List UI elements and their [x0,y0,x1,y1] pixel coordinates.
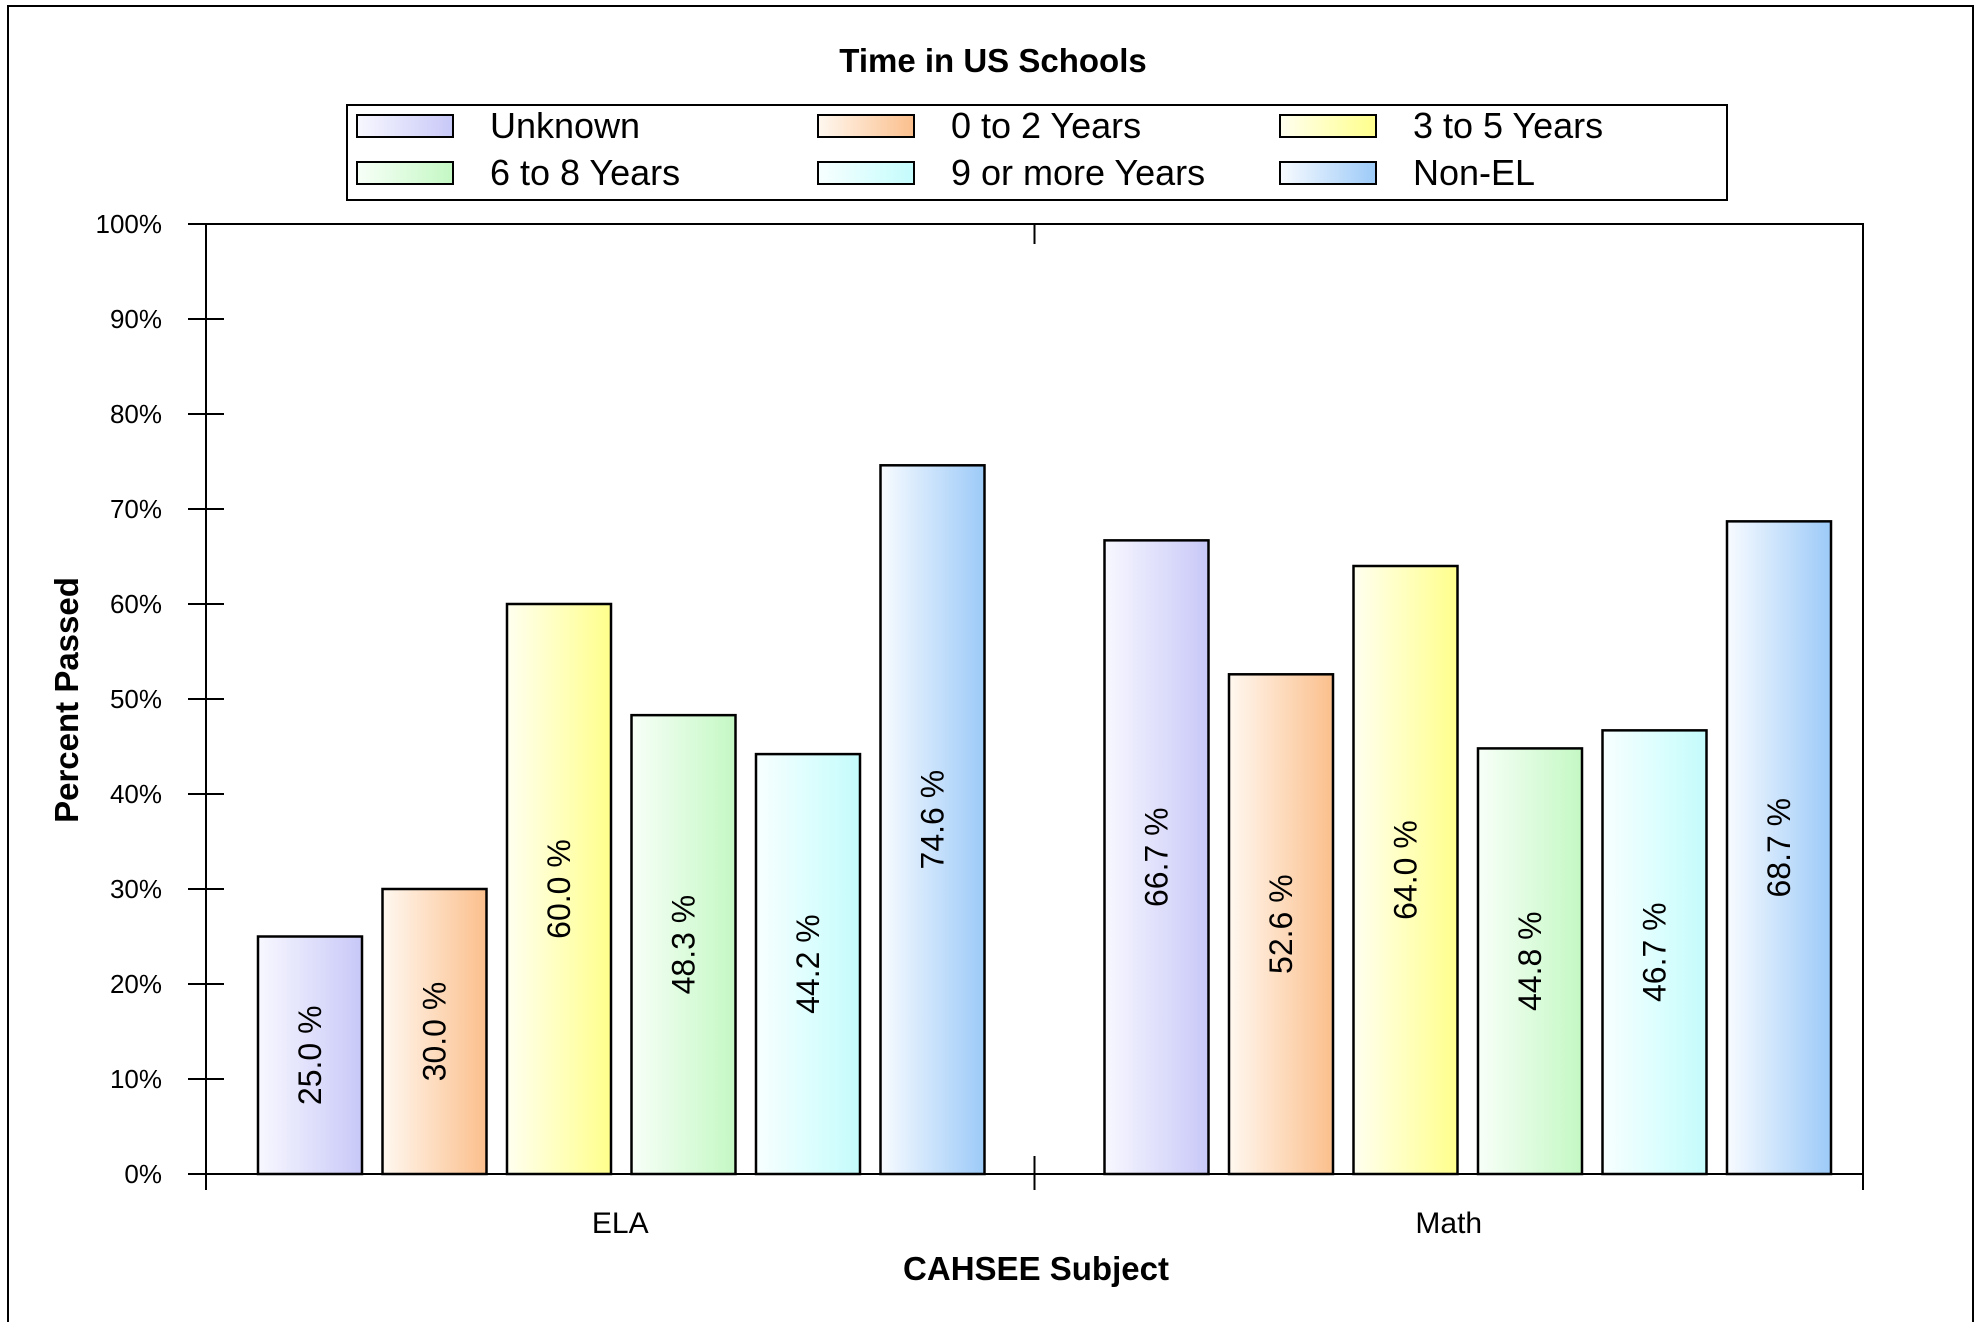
bar-value-label: 74.6 % [915,770,951,870]
bar [1103,539,1210,1176]
legend-swatch [356,114,454,138]
bar-value-label: 44.8 % [1512,911,1548,1011]
legend-swatch [817,161,915,185]
bar [1725,520,1833,1176]
legend-label: 0 to 2 Years [951,105,1141,146]
legend-label: Non-EL [1413,152,1535,193]
bar-value-label: 64.0 % [1388,820,1424,920]
y-tick-label: 10% [110,1064,162,1094]
chart-title: Time in US Schools [839,42,1146,79]
bar-value-label: 68.7 % [1761,798,1797,898]
y-tick-label: 0% [124,1159,162,1189]
y-tick-label: 90% [110,304,162,334]
bars-group: 25.0 % 30.0 % 60.0 % 48.3 % 44.2 % 74.6 % 66.7… [256,464,1833,1176]
x-axis: ELA Math [205,224,1864,1240]
legend-label: Unknown [490,105,640,146]
x-axis-label: CAHSEE Subject [903,1250,1169,1287]
bar [754,752,862,1176]
bar [1601,729,1708,1176]
bar [1476,747,1584,1176]
bar [879,464,986,1176]
bar [505,602,613,1176]
bar-value-label: 66.7 % [1139,807,1175,907]
legend-swatch [1279,114,1377,138]
bar [381,887,488,1176]
bar [1352,564,1459,1176]
legend-label: 9 or more Years [951,152,1205,193]
y-axis-label: Percent Passed [48,577,85,823]
legend-box [346,104,1728,201]
y-tick-label: 60% [110,589,162,619]
legend: Unknown 0 to 2 Years 3 to 5 Years 6 to 8 Ye… [346,104,1728,201]
y-tick-label: 20% [110,969,162,999]
bar-value-label: 60.0 % [541,839,577,939]
x-category-label: ELA [592,1207,649,1240]
bar-value-label: 48.3 % [666,895,702,995]
legend-label: 6 to 8 Years [490,152,680,193]
bar-value-label: 25.0 % [292,1005,328,1105]
legend-swatch [356,161,454,185]
y-axis: 0% 10% 20% 30% 40% 50% 60% 70% 80% 90% 100% [96,209,224,1189]
bar-value-label: 52.6 % [1263,874,1299,974]
bar-value-label: 46.7 % [1637,902,1673,1002]
y-tick-label: 40% [110,779,162,809]
bar-value-label: 30.0 % [417,982,453,1082]
y-tick-label: 30% [110,874,162,904]
y-tick-label: 100% [96,209,163,239]
y-tick-label: 70% [110,494,162,524]
legend-label: 3 to 5 Years [1413,105,1603,146]
bar-value-label: 44.2 % [790,914,826,1014]
y-tick-label: 50% [110,684,162,714]
x-category-label: Math [1415,1207,1482,1240]
legend-swatch [1279,161,1377,185]
bar [1227,673,1335,1176]
bar [630,713,737,1176]
legend-swatch [817,114,915,138]
y-tick-label: 80% [110,399,162,429]
bar [256,935,364,1176]
